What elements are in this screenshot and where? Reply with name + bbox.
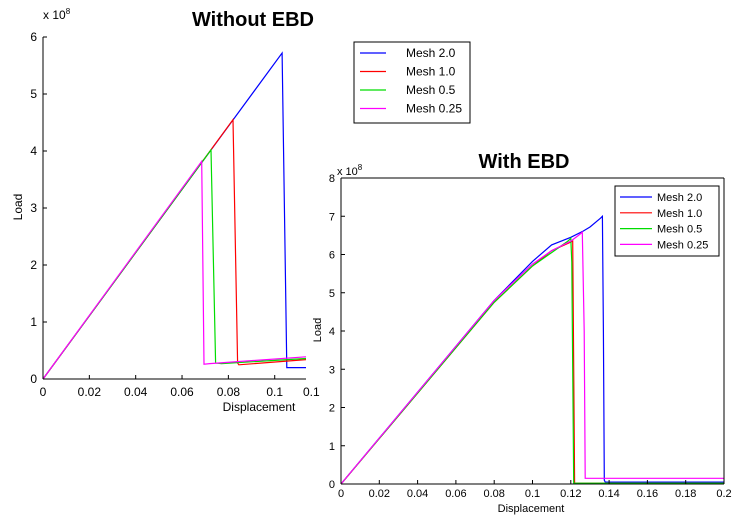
plot-background — [43, 37, 306, 379]
y-tick-label: 5 — [329, 288, 335, 300]
y-tick-label: 2 — [30, 258, 37, 272]
x-axis-label: Displacement — [498, 503, 565, 515]
x-tick-label: 0.1 — [266, 385, 283, 399]
y-axis-label: Load — [312, 318, 324, 342]
y-tick-label: 6 — [329, 250, 335, 262]
legend-label: Mesh 2.0 — [406, 46, 456, 60]
legend-label: Mesh 0.5 — [657, 224, 702, 236]
y-tick-label: 1 — [30, 315, 37, 329]
y-exponent-label: x 108 — [43, 7, 71, 22]
y-tick-label: 0 — [30, 372, 37, 386]
y-tick-label: 4 — [30, 144, 37, 158]
x-tick-label: 0.04 — [407, 488, 428, 500]
x-tick-label: 0.02 — [369, 488, 390, 500]
legend-label: Mesh 2.0 — [657, 192, 702, 204]
y-exponent-label: x 108 — [337, 163, 363, 178]
x-axis-label: Displacement — [223, 400, 296, 414]
x-tick-label: 0.1 — [525, 488, 540, 500]
y-tick-label: 5 — [30, 87, 37, 101]
x-tick-label: 0.2 — [716, 488, 731, 500]
y-tick-label: 0 — [329, 479, 335, 491]
y-tick-label: 3 — [329, 364, 335, 376]
series-line-mesh-2-0 — [340, 214, 724, 485]
series-line-mesh-0-5 — [340, 237, 724, 485]
plot-area — [42, 37, 307, 380]
x-tick-labels: 0 0.02 0.04 0.06 0.08 0.1 0.12 0.14 0.16 0.18 0.2 — [338, 480, 732, 500]
x-tick-label: 0.06 — [445, 488, 466, 500]
x-tick-label: 0 — [338, 488, 344, 500]
legend-without-ebd: Mesh 2.0 Mesh 1.0 Mesh 0.5 Mesh 0.25 — [353, 41, 471, 124]
x-tick-label: 0.02 — [78, 385, 102, 399]
series-line-mesh-0-25 — [340, 231, 724, 485]
x-tick-label: 0.08 — [217, 385, 241, 399]
y-tick-label: 2 — [329, 403, 335, 415]
y-tick-label: 3 — [30, 201, 37, 215]
y-tick-label: 7 — [329, 211, 335, 223]
x-tick-label: 0.12 — [560, 488, 581, 500]
y-tick-label: 6 — [30, 30, 37, 44]
legend-label: Mesh 0.5 — [406, 83, 456, 97]
y-tick-labels: 0 1 2 3 4 5 6 7 8 — [329, 173, 345, 491]
x-tick-label: 0.08 — [483, 488, 504, 500]
chart-without-ebd: Without EBD x 108 Load Displacement 0 0.0… — [11, 7, 320, 414]
legend-box — [353, 41, 471, 124]
x-tick-label: 0.04 — [124, 385, 148, 399]
x-tick-label: 0 — [40, 385, 47, 399]
legend-label: Mesh 0.25 — [406, 102, 462, 116]
x-tick-label: 0.16 — [637, 488, 658, 500]
y-tick-label: 8 — [329, 173, 335, 185]
series-line-mesh-0-25 — [42, 159, 307, 380]
x-tick-label: 0.18 — [675, 488, 696, 500]
x-tick-label: 0.14 — [598, 488, 619, 500]
x-tick-labels: 0 0.02 0.04 0.06 0.08 0.1 0.1 — [40, 375, 320, 399]
legend-label: Mesh 0.25 — [657, 239, 708, 251]
x-tick-label: 0.06 — [170, 385, 194, 399]
y-tick-label: 1 — [329, 441, 335, 453]
y-tick-labels: 0 1 2 3 4 5 6 — [30, 30, 47, 386]
y-tick-label: 4 — [329, 326, 335, 338]
chart-title: Without EBD — [192, 9, 314, 31]
x-tick-label: 0.1 — [303, 385, 320, 399]
y-axis-label: Load — [11, 194, 25, 221]
legend-label: Mesh 1.0 — [406, 65, 456, 79]
legend-with-ebd: Mesh 2.0 Mesh 1.0 Mesh 0.5 Mesh 0.25 — [614, 185, 720, 257]
chart-title: With EBD — [479, 151, 570, 173]
legend-label: Mesh 1.0 — [657, 208, 702, 220]
